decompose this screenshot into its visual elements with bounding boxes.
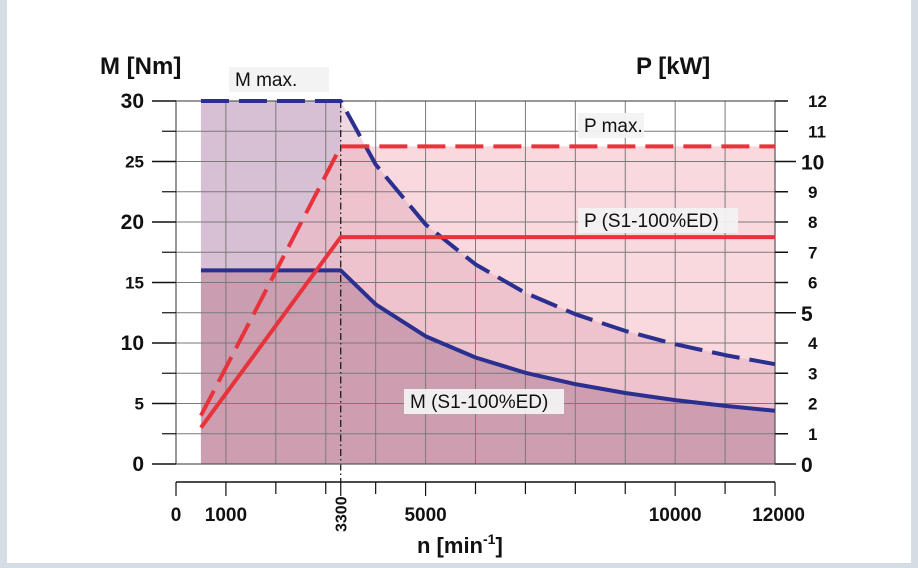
annotation-label: P (S1-100%ED): [584, 211, 719, 232]
y-left-tick-label: 25: [125, 153, 144, 172]
series-line-4: [199, 235, 775, 429]
y-right-tick-label: 1: [808, 425, 817, 444]
y-left-tick-label: 20: [121, 211, 144, 234]
y-right-tick-label: 11: [808, 122, 826, 141]
x-tick-label: 10000: [649, 505, 702, 526]
y-left-axis-title: M [Nm]: [100, 53, 181, 80]
y-right-tick-label: 10: [801, 152, 824, 175]
x-tick-label: 12000: [752, 505, 805, 526]
y-left-tick-label: 0: [132, 453, 144, 476]
annotation-label: M max.: [235, 70, 297, 91]
series-line-1: [200, 99, 776, 367]
y-right-tick-label: 6: [808, 274, 817, 293]
annotation-label: P max.: [584, 116, 643, 137]
series-line-3: [199, 144, 775, 417]
y-right-tick-label: 8: [808, 213, 817, 232]
y-left-tick-label: 10: [121, 332, 144, 355]
annotation-box: [578, 208, 738, 233]
y-right-tick-label: 12: [808, 92, 827, 111]
y-right-tick-label: 0: [801, 454, 813, 477]
annotation-label: M (S1-100%ED): [410, 392, 548, 413]
y-left-tick-label: 30: [121, 90, 144, 113]
y-right-tick-label: 5: [801, 303, 813, 326]
y-left-tick-label: 5: [135, 395, 144, 414]
y-right-axis-title: P [kW]: [636, 53, 710, 80]
annotation-box: [404, 389, 564, 414]
series-line-2: [200, 268, 776, 413]
x-tick-label: 3300: [334, 496, 351, 532]
y-right-tick-label: 7: [808, 243, 817, 262]
y-right-tick-label: 4: [808, 334, 818, 353]
x-tick-label: 5000: [404, 505, 446, 526]
y-right-tick-label: 2: [808, 395, 817, 414]
x-axis-title-superscript: -1: [483, 531, 496, 547]
y-right-tick-label: 9: [808, 183, 817, 202]
x-axis-title-base: n [min: [417, 533, 483, 558]
x-axis-title-close: ]: [495, 533, 502, 558]
x-axis-title: n [min-1]: [417, 531, 503, 558]
x-tick-label: 1000: [205, 505, 247, 526]
overlap-fill: [200, 270, 776, 464]
x-tick-label: 0: [171, 505, 182, 526]
annotation-box: [229, 67, 329, 92]
annotation-box: [578, 113, 644, 138]
y-left-tick-label: 15: [125, 274, 144, 293]
y-right-tick-label: 3: [808, 364, 817, 383]
